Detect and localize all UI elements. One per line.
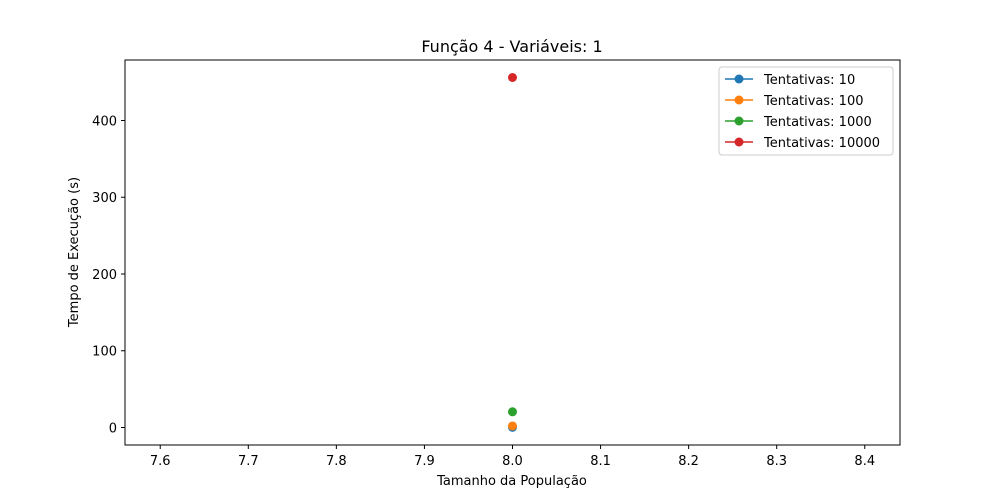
x-tick-label: 7.6	[150, 454, 171, 469]
x-tick-label: 8.3	[766, 454, 787, 469]
y-axis: 0 100 200 300 400	[92, 114, 125, 437]
x-tick-label: 8.4	[854, 454, 875, 469]
legend-marker	[734, 95, 744, 105]
y-tick-label: 0	[109, 422, 117, 437]
x-tick-label: 7.8	[326, 454, 347, 469]
legend-marker	[734, 137, 744, 147]
legend-entry-label: Tentativas: 10	[763, 73, 855, 88]
x-tick-label: 8.1	[590, 454, 611, 469]
y-tick-label: 200	[92, 268, 117, 283]
legend: Tentativas: 10 Tentativas: 100 Tentativas:…	[718, 66, 894, 156]
x-tick-label: 8.2	[678, 454, 699, 469]
y-tick-label: 400	[92, 114, 117, 129]
legend-entry-label: Tentativas: 100	[763, 94, 864, 109]
plot-area	[508, 73, 517, 432]
y-tick-label: 300	[92, 191, 117, 206]
x-tick-label: 7.9	[414, 454, 435, 469]
data-point-series-3	[508, 73, 517, 82]
x-axis-label: Tamanho da População	[436, 474, 587, 489]
chart-title: Função 4 - Variáveis: 1	[421, 37, 602, 56]
y-tick-label: 100	[92, 345, 117, 360]
data-point-series-1	[508, 421, 517, 431]
legend-marker	[734, 74, 744, 84]
x-tick-label: 8.0	[502, 454, 523, 469]
x-tick-label: 7.7	[238, 454, 259, 469]
legend-entry-label: Tentativas: 10000	[763, 136, 880, 151]
legend-marker	[734, 116, 744, 126]
data-point-series-2	[508, 407, 517, 417]
y-axis-label: Tempo de Execução (s)	[67, 177, 82, 328]
legend-entry-label: Tentativas: 1000	[763, 115, 872, 130]
legend-box	[718, 66, 894, 156]
x-axis: 7.6 7.7 7.8 7.9 8.0 8.1 8.2 8.3 8.4	[150, 445, 875, 469]
